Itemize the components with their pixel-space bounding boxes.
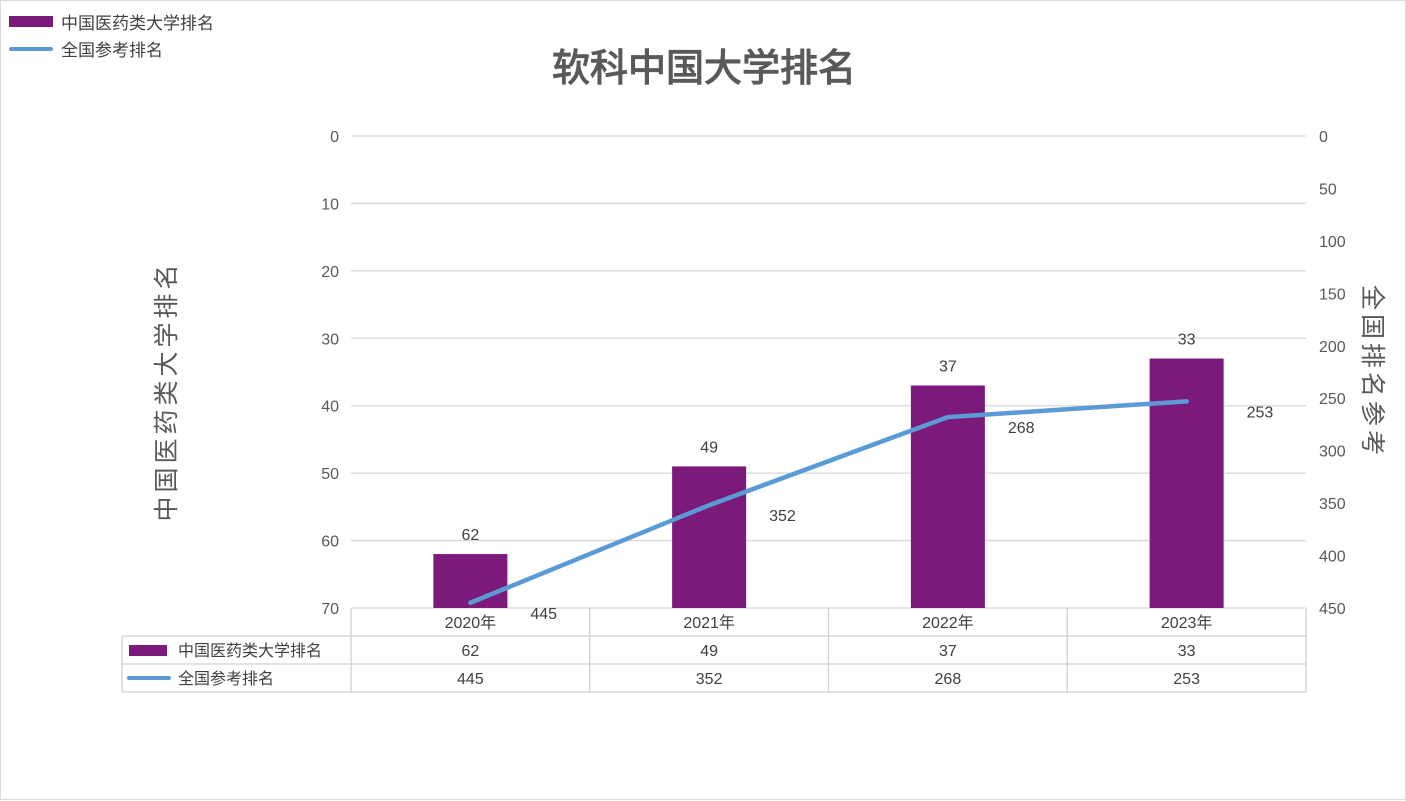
y-tick-label-right: 100 [1319,234,1346,251]
bar [910,385,985,608]
y-tick-label-right: 0 [1319,129,1328,146]
y-tick-label-right: 50 [1319,181,1337,198]
legend: 中国医药类大学排名 全国参考排名 [9,8,214,62]
legend-line-label: 全国参考排名 [61,41,163,60]
line-data-label: 268 [1008,420,1035,437]
y-tick-label-right: 350 [1319,496,1346,513]
y-tick-label-right: 300 [1319,444,1346,461]
y-tick-label-right: 150 [1319,286,1346,303]
line-data-label: 352 [769,508,796,525]
table-cell: 253 [1173,671,1200,688]
y-tick-label-left: 40 [321,399,339,416]
legend-item-bar: 中国医药类大学排名 [9,8,214,35]
bar-data-label: 37 [939,358,957,375]
table-cell: 62 [461,643,479,660]
table-cell: 352 [696,671,723,688]
bar [1149,358,1224,608]
table-cell: 37 [939,643,957,660]
y-tick-label-right: 450 [1319,601,1346,618]
y-tick-label-left: 60 [321,534,339,551]
table-cell: 268 [935,671,962,688]
line-series [468,399,1189,606]
line-data-label: 253 [1247,404,1274,421]
table-cell: 33 [1178,643,1196,660]
y-tick-label-left: 0 [330,129,339,146]
legend-bar-label: 中国医药类大学排名 [61,14,214,33]
bar-data-label: 62 [461,527,479,544]
x-category-label: 2020年 [445,614,497,632]
legend-item-line: 全国参考排名 [9,35,214,62]
y-tick-label-left: 70 [321,601,339,618]
x-category-label: 2021年 [683,614,735,632]
y-tick-label-right: 400 [1319,549,1346,566]
bar-data-label: 33 [1178,332,1196,349]
x-category-label: 2022年 [922,614,974,632]
x-category-label: 2023年 [1161,614,1213,632]
y-tick-label-right: 250 [1319,391,1346,408]
y-tick-label-left: 30 [321,331,339,348]
bar-data-label: 49 [700,439,718,456]
y-tick-label-left: 20 [321,264,339,281]
legend-bar-swatch [9,16,53,27]
table-legend-bar-swatch [129,645,167,656]
table-row-label: 全国参考排名 [178,670,274,688]
y-tick-label-left: 50 [321,466,339,483]
table-row-label: 中国医药类大学排名 [178,642,322,660]
chart-title: 软科中国大学排名 [551,45,856,90]
legend-line-swatch [9,46,53,51]
y-tick-label-left: 10 [321,196,339,213]
y-tick-label-right: 200 [1319,339,1346,356]
line-data-label: 445 [530,606,557,623]
bar [433,554,508,608]
table-cell: 445 [457,671,484,688]
bar [672,466,747,608]
table-cell: 49 [700,643,718,660]
